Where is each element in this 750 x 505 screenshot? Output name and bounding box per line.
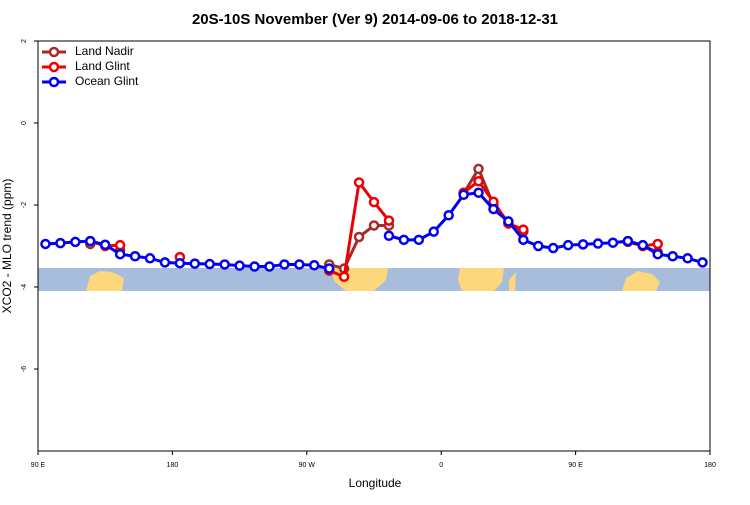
data-point [473, 163, 484, 175]
data-point [682, 253, 693, 264]
y-tick-label: 2 [21, 39, 28, 43]
data-point [652, 238, 663, 250]
legend-label: Ocean Glint [75, 74, 139, 88]
y-tick-label: -4 [21, 284, 28, 290]
x-tick-label: 0 [439, 462, 443, 469]
data-point [652, 248, 663, 260]
data-point [667, 251, 678, 262]
x-axis-label: Longitude [349, 476, 402, 490]
legend-label: Land Nadir [75, 44, 134, 58]
data-point [562, 239, 574, 251]
data-point [189, 258, 201, 269]
data-point [383, 230, 395, 241]
data-point [697, 257, 708, 268]
data-point [547, 242, 559, 254]
chart-title: 20S-10S November (Ver 9) 2014-09-06 to 2… [192, 11, 558, 28]
legend-label: Land Glint [75, 59, 130, 73]
y-tick-label: 0 [21, 121, 28, 125]
data-point [443, 210, 454, 221]
data-point [144, 253, 156, 264]
x-tick-label: 90 E [568, 462, 583, 469]
y-axis-label: XCO2 - MLO trend (ppm) [0, 179, 14, 314]
x-tick-label: 90 W [299, 462, 316, 469]
data-point [309, 260, 320, 271]
x-tick-label: 180 [167, 462, 179, 469]
data-point [488, 203, 499, 215]
x-tick-label: 90 E [31, 462, 46, 469]
data-point [55, 237, 66, 249]
y-tick-label: -6 [21, 366, 28, 372]
data-point [99, 239, 111, 251]
data-point [249, 261, 260, 272]
series-line [328, 165, 659, 271]
data-point [204, 258, 215, 270]
data-point [473, 187, 484, 198]
data-point [413, 234, 425, 246]
data-point [398, 234, 410, 246]
legend-marker [48, 61, 60, 73]
land [458, 268, 504, 291]
plot-frame [37, 40, 711, 452]
data-point [383, 215, 395, 226]
data-point [533, 240, 544, 252]
data-point [518, 224, 529, 235]
legend-marker [48, 76, 60, 88]
data-point [174, 257, 186, 269]
data-point [40, 238, 51, 250]
land [86, 271, 124, 291]
land [509, 272, 516, 291]
y-tick-label: -2 [21, 202, 28, 208]
data-point [368, 196, 380, 208]
data-point [473, 175, 484, 187]
data-point [114, 239, 126, 251]
data-point [219, 259, 230, 270]
data-point [503, 216, 514, 227]
data-point [353, 231, 365, 243]
x-tick-label: 180 [704, 462, 716, 469]
data-point [458, 189, 469, 200]
data-point [114, 248, 126, 260]
data-point [85, 235, 96, 247]
data-point [264, 261, 275, 272]
data-point [279, 259, 290, 270]
data-point [294, 259, 305, 270]
data-point [70, 236, 81, 248]
land [622, 271, 660, 291]
data-point [338, 271, 350, 282]
data-point [159, 257, 171, 268]
data-point [592, 238, 604, 249]
land-map [38, 268, 710, 291]
data-point [577, 239, 589, 250]
data-point [368, 220, 380, 231]
legend-marker [48, 46, 60, 58]
data-point [622, 235, 634, 247]
data-point [637, 239, 649, 251]
data-point [129, 251, 141, 262]
data-point [607, 237, 619, 248]
data-point [518, 234, 529, 246]
data-point [234, 260, 245, 271]
data-point [323, 263, 335, 274]
data-point [428, 226, 439, 237]
data-point [353, 177, 365, 188]
